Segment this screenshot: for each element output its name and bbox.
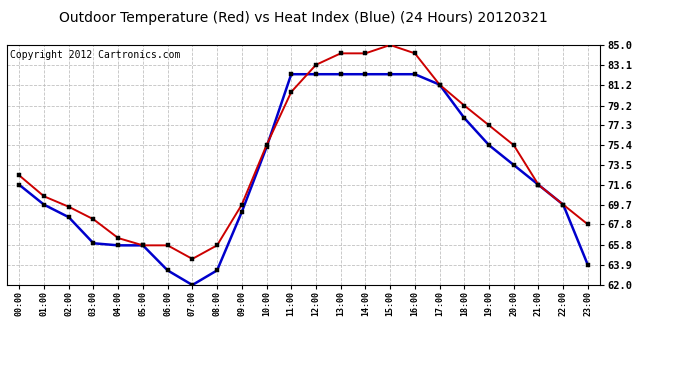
Text: Copyright 2012 Cartronics.com: Copyright 2012 Cartronics.com [10, 50, 180, 60]
Text: Outdoor Temperature (Red) vs Heat Index (Blue) (24 Hours) 20120321: Outdoor Temperature (Red) vs Heat Index … [59, 11, 548, 25]
